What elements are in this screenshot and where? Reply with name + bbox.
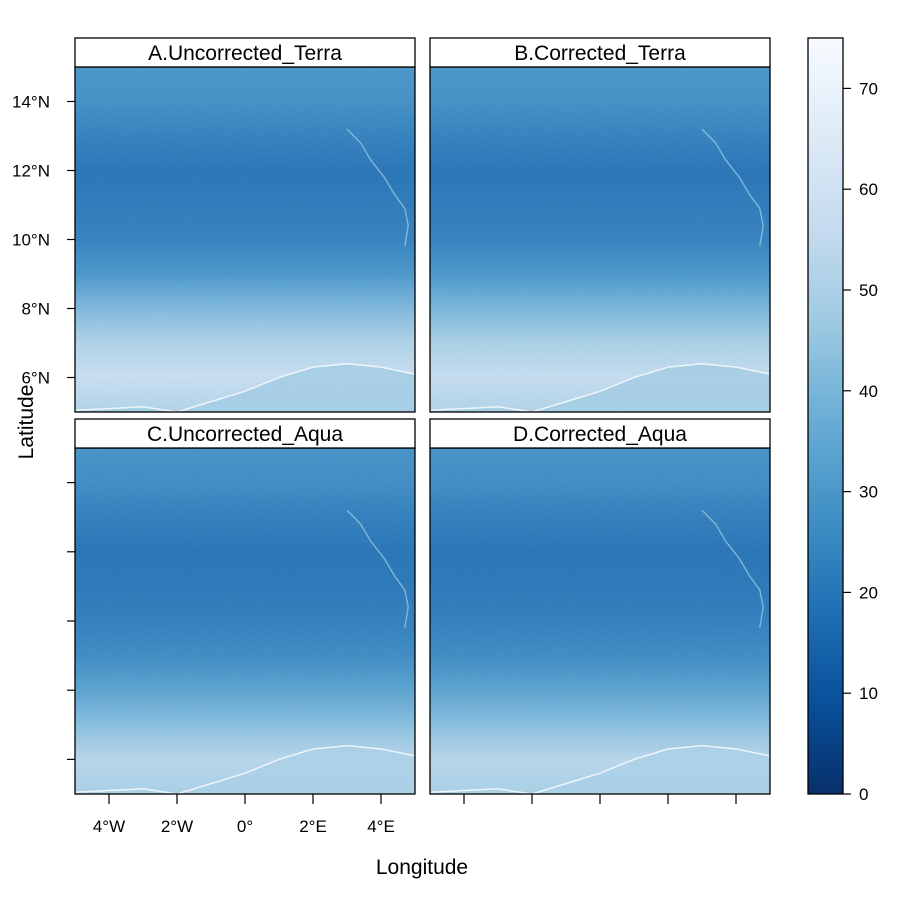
colorbar-tick-label: 20 bbox=[859, 583, 878, 602]
colorbar: 0 10 20 30 40 50 60 70 bbox=[807, 37, 878, 804]
panel-strip bbox=[74, 418, 416, 449]
panel-heatmap bbox=[430, 448, 770, 794]
y-tick-label: 14°N bbox=[12, 93, 50, 112]
panel-title: D.Corrected_Aqua bbox=[513, 423, 687, 446]
river-trace bbox=[346, 128, 409, 247]
panel-title: C.Uncorrected_Aqua bbox=[147, 423, 343, 446]
colorbar-tick-label: 0 bbox=[859, 785, 868, 804]
panel-title: B.Corrected_Terra bbox=[514, 42, 686, 65]
ocean-area bbox=[75, 363, 415, 412]
y-tick-label: 8°N bbox=[21, 300, 50, 319]
colorbar-tick-label: 60 bbox=[859, 180, 878, 199]
ocean-area bbox=[430, 745, 770, 794]
panel-strip bbox=[74, 37, 416, 68]
panel-heatmap bbox=[75, 67, 415, 412]
y-tick-label: 10°N bbox=[12, 231, 50, 250]
y-axis-label: Latitude bbox=[15, 385, 38, 460]
x-axis-label: Longitude bbox=[376, 856, 468, 879]
x-tick-label: 2°E bbox=[299, 817, 327, 836]
x-tick-label: 0° bbox=[237, 817, 253, 836]
y-tick-label: 6°N bbox=[21, 369, 50, 388]
river-trace bbox=[701, 509, 764, 629]
panel-heatmap bbox=[75, 448, 415, 794]
axis-group: 6°N 8°N 10°N 12°N 14°N 4°W 2°W 0° 2°E 4°E bbox=[12, 93, 737, 836]
panel-title: A.Uncorrected_Terra bbox=[148, 42, 342, 65]
x-tick-label: 4°E bbox=[367, 817, 395, 836]
colorbar-tick-label: 70 bbox=[859, 79, 878, 98]
colorbar-tick-label: 30 bbox=[859, 483, 878, 502]
panel-strip bbox=[429, 37, 771, 68]
colorbar-tick-label: 50 bbox=[859, 281, 878, 300]
panel-strip bbox=[429, 418, 771, 449]
ocean-area bbox=[75, 745, 415, 794]
panel-group: A.Uncorrected_Terra B.Corrected_Terra C.Un… bbox=[74, 37, 771, 795]
river-trace bbox=[701, 128, 764, 247]
panel-heatmap bbox=[430, 67, 770, 412]
x-tick-label: 4°W bbox=[93, 817, 125, 836]
colorbar-tick-label: 40 bbox=[859, 382, 878, 401]
colorbar-gradient bbox=[807, 37, 844, 795]
y-tick-label: 12°N bbox=[12, 162, 50, 181]
x-tick-label: 2°W bbox=[161, 817, 193, 836]
colorbar-tick-label: 10 bbox=[859, 684, 878, 703]
ocean-area bbox=[430, 363, 770, 412]
river-trace bbox=[346, 509, 409, 629]
